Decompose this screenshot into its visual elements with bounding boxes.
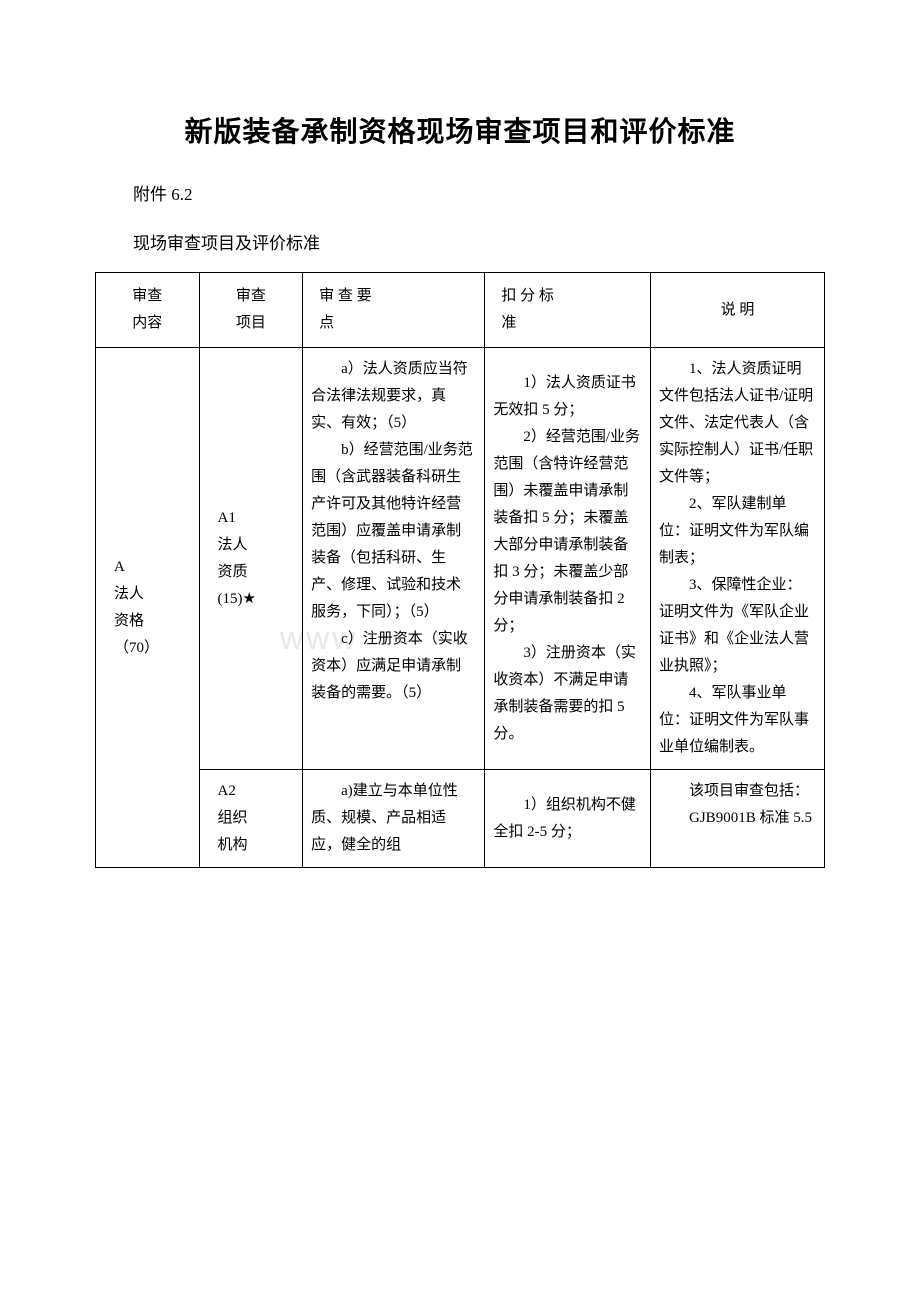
cell-category: A 法人 资格 （70） [96, 348, 200, 868]
table-row: A2 组织 机构 a)建立与本单位性质、规模、产品相适应，健全的组 1）组织机构… [96, 770, 825, 868]
cell-points: a）法人资质应当符合法律法规要求，真实、有效；（5） b）经营范围/业务范围（含… [303, 348, 485, 770]
cell-note: 该项目审查包括： GJB9001B 标准 5.5 [651, 770, 825, 868]
cell-deduction: 1）法人资质证书无效扣 5 分； 2）经营范围/业务范围（含特许经营范围）未覆盖… [485, 348, 651, 770]
header-col2: 审查 项目 [199, 273, 303, 348]
table-header-row: 审查 内容 审查 项目 审 查 要 点 扣 分 标 准 说 明 [96, 273, 825, 348]
cell-item: A2 组织 机构 [199, 770, 303, 868]
table-caption: 现场审查项目及评价标准 [133, 229, 825, 254]
attachment-label: 附件 6.2 [133, 180, 825, 205]
cell-item: A1 法人 资质 (15)★ [199, 348, 303, 770]
cell-note: 1、法人资质证明文件包括法人证书/证明文件、法定代表人（含实际控制人）证书/任职… [651, 348, 825, 770]
evaluation-table: 审查 内容 审查 项目 审 查 要 点 扣 分 标 准 说 明 [95, 272, 825, 868]
header-col3: 审 查 要 点 [303, 273, 485, 348]
page-title: 新版装备承制资格现场审查项目和评价标准 [95, 110, 825, 150]
header-col5: 说 明 [651, 273, 825, 348]
cell-points: a)建立与本单位性质、规模、产品相适应，健全的组 [303, 770, 485, 868]
cell-deduction: 1）组织机构不健全扣 2-5 分； [485, 770, 651, 868]
table-row: A 法人 资格 （70） A1 法人 资质 (15)★ a）法人资质应当符合法律… [96, 348, 825, 770]
header-col4: 扣 分 标 准 [485, 273, 651, 348]
header-col1: 审查 内容 [96, 273, 200, 348]
